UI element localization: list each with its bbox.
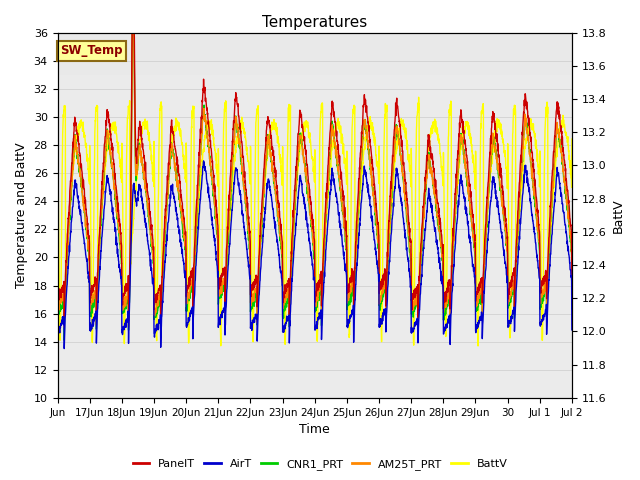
- Y-axis label: BattV: BattV: [612, 198, 625, 232]
- Y-axis label: Temperature and BattV: Temperature and BattV: [15, 143, 28, 288]
- Text: SW_Temp: SW_Temp: [60, 45, 123, 58]
- X-axis label: Time: Time: [300, 423, 330, 436]
- Title: Temperatures: Temperatures: [262, 15, 367, 30]
- Bar: [58, 33, 572, 75]
- Legend: PanelT, AirT, CNR1_PRT, AM25T_PRT, BattV: PanelT, AirT, CNR1_PRT, AM25T_PRT, BattV: [128, 455, 512, 474]
